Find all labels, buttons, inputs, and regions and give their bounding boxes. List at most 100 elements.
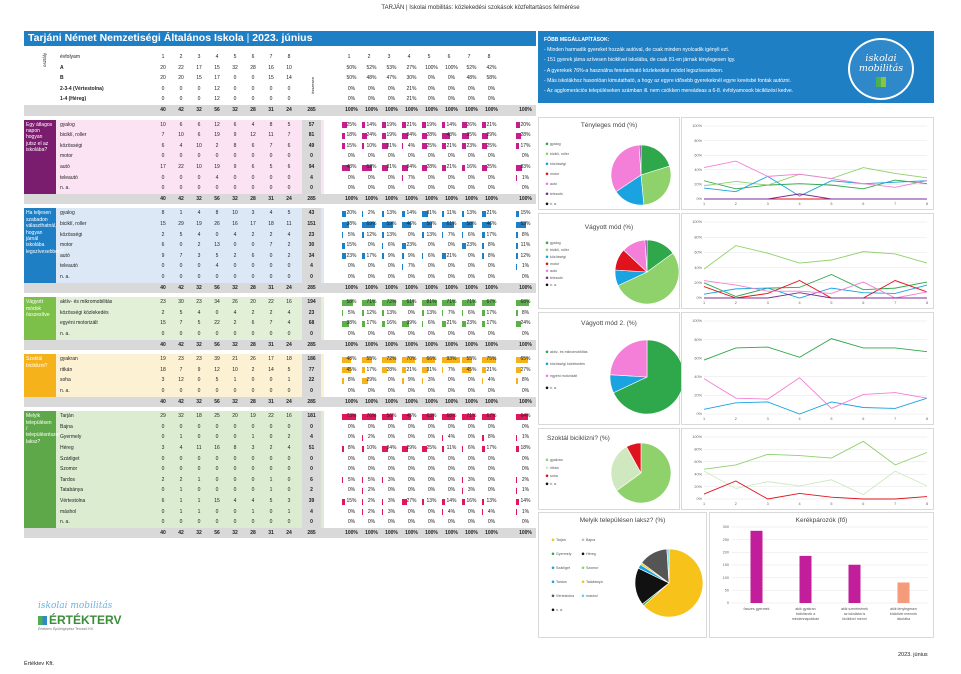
- finding-item: - A gyerekek 76%-a használna fenntarthat…: [544, 67, 724, 74]
- percent-cell: 0%: [387, 455, 396, 462]
- grade-cell: 2: [367, 54, 371, 60]
- total-percent-bar: [516, 253, 519, 260]
- value-cell: 6: [161, 142, 165, 149]
- class-name: 2-3-4 (Vértestolna): [60, 85, 104, 92]
- percent-bar: [482, 210, 486, 217]
- value-cell: 2: [161, 231, 165, 238]
- percent-cell: 21%: [446, 320, 457, 327]
- percent-cell: 6%: [467, 445, 476, 451]
- percent-cell: 8%: [487, 242, 496, 249]
- percent-cell: 14%: [446, 498, 457, 504]
- legend-marker: [581, 538, 585, 542]
- data-row: biciklí, roller 7 10 6 19 9 12 11 7 81 18% 24% 19% 34…: [24, 130, 536, 141]
- row-label: Héreg: [60, 445, 74, 451]
- percent-bar: [482, 413, 495, 420]
- percent-cell: 12%: [366, 309, 377, 316]
- value-cell: 0: [215, 153, 219, 160]
- percent-cell: 52%: [366, 64, 377, 71]
- value-cell: 8: [269, 121, 273, 128]
- legend-label: teleautó: [550, 276, 563, 280]
- percent-bar: [382, 498, 383, 505]
- legend-label: autó: [550, 182, 557, 186]
- total-cell: 24: [286, 341, 292, 348]
- value-cell: 13: [214, 242, 220, 249]
- percent-bar: [462, 477, 463, 484]
- grade-cell: 7: [467, 54, 471, 60]
- value-cell: 20: [160, 75, 166, 82]
- percent-cell: 0%: [367, 242, 376, 249]
- value-cell: 0: [161, 96, 165, 103]
- value-cell: 20: [250, 299, 256, 306]
- data-row: teleautó 0 0 0 4 0 0 0 0 4 0% 0% 0% 7% 0% 0% 0% 0% 1%: [24, 261, 536, 272]
- row-label: n. a.: [60, 274, 70, 280]
- total-cell: 56: [214, 341, 220, 348]
- percent-cell: 10%: [366, 142, 377, 149]
- value-cell: 0: [161, 423, 165, 430]
- total-cell: 40: [160, 398, 166, 405]
- value-cell: 7: [179, 320, 183, 327]
- percent-bar: [462, 164, 466, 171]
- value-cell: 0: [233, 85, 237, 92]
- series-line: [703, 245, 928, 270]
- y-tick-label: 60%: [694, 153, 702, 157]
- totals-row: 40 42 32 56 32 28 31 24 285 100% 100% 100% 100% 100% 1…: [24, 193, 536, 205]
- chart-title: Kerékpározók (fő): [795, 517, 848, 524]
- value-cell: 0: [197, 263, 201, 270]
- percent-cell: 58%: [346, 299, 357, 306]
- y-tick-label: 60%: [694, 460, 702, 464]
- percent-bar: [462, 498, 466, 505]
- percent-cell: 0%: [467, 388, 476, 394]
- value-cell: 26: [214, 221, 220, 227]
- value-cell: 0: [233, 185, 237, 192]
- percent-bar: [402, 299, 414, 306]
- value-cell: 0: [197, 377, 201, 384]
- value-cell: 0: [197, 274, 201, 280]
- question-block: [24, 354, 324, 397]
- line-panel-4: 0% 20% 40% 60% 80% 100% 1 2 3 4 5 6 7 8: [681, 428, 934, 510]
- percent-bar: [422, 320, 424, 327]
- percent-cell: 0%: [407, 274, 416, 280]
- data-row: közösségi 6 4 10 2 8 6 7 6 49 15% 10% 31% 4% 25% 21% 23%…: [24, 140, 536, 152]
- pie-panel-2: Vágyott mód (%) gyalog biciklí, roller köz…: [538, 213, 680, 309]
- value-cell: 0: [215, 487, 219, 494]
- percent-cell: 72%: [386, 356, 397, 363]
- percent-cell: 0%: [427, 242, 436, 249]
- brand-script: iskolai mobilitás: [38, 601, 113, 611]
- value-cell: 18: [286, 356, 292, 363]
- question-block: [24, 411, 324, 528]
- percent-cell: 0%: [427, 153, 436, 160]
- grand-total: 285: [302, 193, 321, 205]
- series-line: [704, 193, 927, 200]
- percent-cell: 9%: [387, 252, 396, 259]
- percent-bar: [382, 356, 396, 363]
- percent-cell: 7%: [447, 309, 456, 316]
- percent-cell: 23%: [346, 252, 357, 259]
- grade-label: évfolyam: [60, 54, 81, 60]
- total-cell: 40: [160, 341, 166, 348]
- percent-cell: 0%: [487, 388, 496, 394]
- x-category-label: akik ténylegesen: [890, 607, 917, 611]
- value-cell: 0: [287, 519, 291, 526]
- total-cell: 24: [286, 398, 292, 405]
- percent-bar: [362, 253, 366, 260]
- legend-label: autó: [550, 269, 557, 273]
- y-tick-label: 100%: [692, 124, 702, 128]
- value-cell: 0: [269, 263, 273, 270]
- total-cell: 32: [196, 529, 202, 536]
- total-cell: 40: [160, 284, 166, 291]
- legend-label: motor: [550, 172, 560, 176]
- percent-cell: 11%: [446, 210, 457, 217]
- percent-cell: 67%: [486, 299, 497, 306]
- row-label: közösségi: [60, 142, 83, 149]
- percent-bar: [422, 413, 434, 420]
- percent-bar: [382, 299, 396, 306]
- data-row: gyakran 19 23 23 39 21 26 17 18 186 48% 55% 72% 70% 66…: [24, 354, 536, 365]
- class-name: 1-4 (Héreg): [60, 96, 87, 103]
- row-label: teleautó: [60, 174, 78, 181]
- percent-cell: 0%: [447, 377, 456, 384]
- x-tick-label: 8: [926, 202, 928, 206]
- percent-cell: 13%: [386, 210, 397, 217]
- percent-cell: 10%: [366, 445, 377, 451]
- percent-bar: [482, 221, 491, 228]
- value-cell: 19: [196, 221, 202, 227]
